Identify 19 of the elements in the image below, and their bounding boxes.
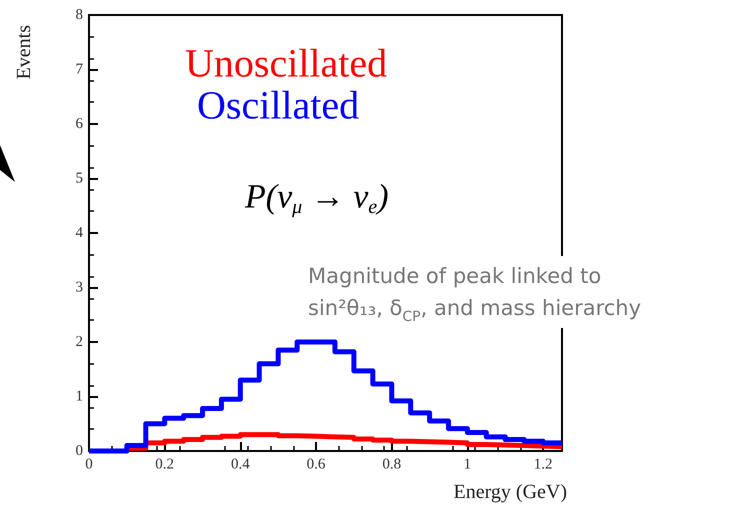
x-tick-label: 0.8 <box>382 456 402 472</box>
y-tick-label: 1 <box>76 388 83 404</box>
x-tick-label: 0.4 <box>230 456 250 472</box>
y-tick-label: 2 <box>76 334 83 350</box>
y-axis-title: Events <box>13 24 35 80</box>
text: Oscillated <box>197 82 360 128</box>
y-tick-label: 3 <box>76 280 83 296</box>
y-tick-label: 8 <box>76 7 83 23</box>
y-tick-label: 7 <box>76 62 84 78</box>
x-tick-label: 1.2 <box>534 456 552 472</box>
x-tick-label: 0.2 <box>155 456 174 472</box>
x-tick-label: 0.6 <box>306 456 326 472</box>
y-tick-label: 4 <box>76 225 84 241</box>
y-tick-label: 5 <box>76 170 83 186</box>
y-tick-label: 0 <box>76 443 83 459</box>
x-axis-title: Energy (GeV) <box>454 481 568 503</box>
y-tick-label: 6 <box>76 116 84 132</box>
x-tick-label: 1 <box>464 456 472 472</box>
text: Unoscillated <box>185 40 388 86</box>
